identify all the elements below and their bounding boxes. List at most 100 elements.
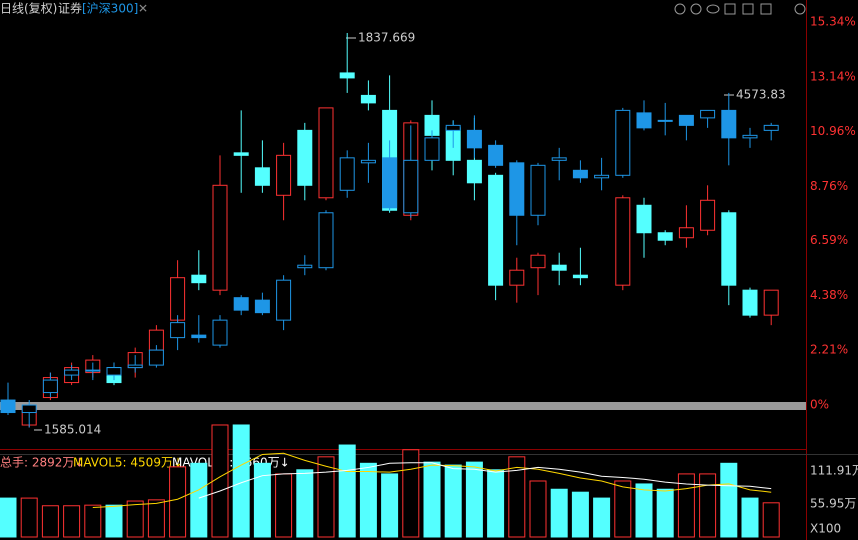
symbol: 证券 <box>58 1 82 16</box>
volume-bar <box>423 461 441 538</box>
candle-body <box>64 369 80 376</box>
candle-body <box>721 109 737 139</box>
volume-bar <box>635 483 653 538</box>
volume-bar <box>211 424 229 538</box>
tool-icon[interactable] <box>674 3 686 15</box>
volume-bar <box>20 497 38 538</box>
volume-bar <box>444 464 462 538</box>
volume-bar <box>147 499 165 538</box>
candle-body <box>360 159 376 164</box>
candle-body <box>466 129 482 149</box>
candle-body <box>742 289 758 316</box>
candle-body <box>148 349 164 366</box>
volume-bar <box>105 504 123 538</box>
volume-bar <box>359 462 377 538</box>
volume-bar <box>720 462 738 538</box>
y-tick-label: 13.14% <box>810 69 856 83</box>
candle-body <box>191 274 207 284</box>
candle-body <box>742 134 758 139</box>
candle-body <box>763 289 779 316</box>
legend-mavol5: MAVOL5: 4509万↓ <box>73 456 183 470</box>
candle-body <box>763 124 779 131</box>
volume-bar <box>614 480 632 538</box>
y-tick-label: 6.59% <box>810 233 848 247</box>
volume-bar <box>317 456 335 538</box>
volume-bar <box>253 462 271 538</box>
zero-band <box>0 402 806 410</box>
compare-symbol: [沪深300] <box>82 2 138 16</box>
candle-body <box>636 112 652 129</box>
close-icon[interactable]: ✕ <box>138 2 148 16</box>
candle-body <box>636 204 652 234</box>
volume-bar <box>275 473 293 538</box>
candle-body <box>318 107 334 199</box>
tool-icon[interactable] <box>690 3 702 15</box>
volume-bar <box>762 502 780 538</box>
annotation: 4573.83 <box>736 88 786 102</box>
candle-body <box>318 212 334 269</box>
volume-bar <box>338 444 356 538</box>
y-tick-label: 111.91万 <box>810 464 858 478</box>
candle-body <box>721 212 737 286</box>
volume-bar <box>232 424 250 538</box>
volume-bar <box>402 449 420 538</box>
candle-body <box>254 167 270 186</box>
volume-bar <box>126 500 144 538</box>
candle-body <box>0 399 16 414</box>
tool-icon[interactable] <box>706 4 720 14</box>
candle-body <box>212 319 228 346</box>
volume-bar <box>169 466 187 538</box>
volume-bar <box>550 488 568 538</box>
candle-body <box>466 159 482 184</box>
y-tick-label: 10.96% <box>810 124 856 138</box>
volume-bar <box>465 461 483 538</box>
candle-body <box>615 109 631 176</box>
volume-bar <box>487 469 505 538</box>
candle-body <box>615 197 631 286</box>
candle-body <box>191 334 207 339</box>
candle-body <box>127 364 143 369</box>
y-tick-label: 0% <box>810 398 829 412</box>
candle-body <box>509 269 525 286</box>
volume-bar <box>84 504 102 538</box>
candle-body <box>339 72 355 79</box>
candle-body <box>297 264 313 269</box>
volume-bar <box>63 505 81 538</box>
volume-bar <box>529 480 547 538</box>
volume-bar <box>508 456 526 538</box>
candle-body <box>445 124 461 131</box>
volume-bar <box>296 469 314 538</box>
volume-bar <box>41 505 59 538</box>
y-tick-label: 15.34% <box>810 14 856 28</box>
tool-icon[interactable] <box>794 3 806 15</box>
annotation: 1837.669 <box>358 31 415 45</box>
candle-body <box>678 114 694 126</box>
tool-icon[interactable] <box>742 3 754 15</box>
volume-bar <box>0 497 17 538</box>
volume-bar <box>571 491 589 538</box>
candle-body <box>509 162 525 216</box>
ma-line <box>198 462 772 499</box>
candle-body <box>700 109 716 119</box>
candle-body <box>572 169 588 179</box>
tool-icon[interactable] <box>760 3 772 15</box>
period: 日线(复权) <box>0 2 57 16</box>
candle-body <box>403 159 419 214</box>
volume-bar <box>381 473 399 538</box>
candle-body <box>170 277 186 321</box>
candle-body <box>254 299 270 314</box>
tool-icon[interactable] <box>724 3 736 15</box>
candle-body <box>594 174 610 179</box>
volume-bar <box>699 473 717 538</box>
candle-body <box>530 254 546 269</box>
candle-body <box>85 369 101 372</box>
volume-bar <box>593 497 611 538</box>
y-tick-label: 8.76% <box>810 179 848 193</box>
candle-body <box>170 322 186 339</box>
candle-body <box>700 199 716 231</box>
candle-body <box>551 264 567 271</box>
candle-body <box>42 379 58 394</box>
candle-body <box>678 227 694 239</box>
y-tick-label: 4.38% <box>810 288 848 302</box>
